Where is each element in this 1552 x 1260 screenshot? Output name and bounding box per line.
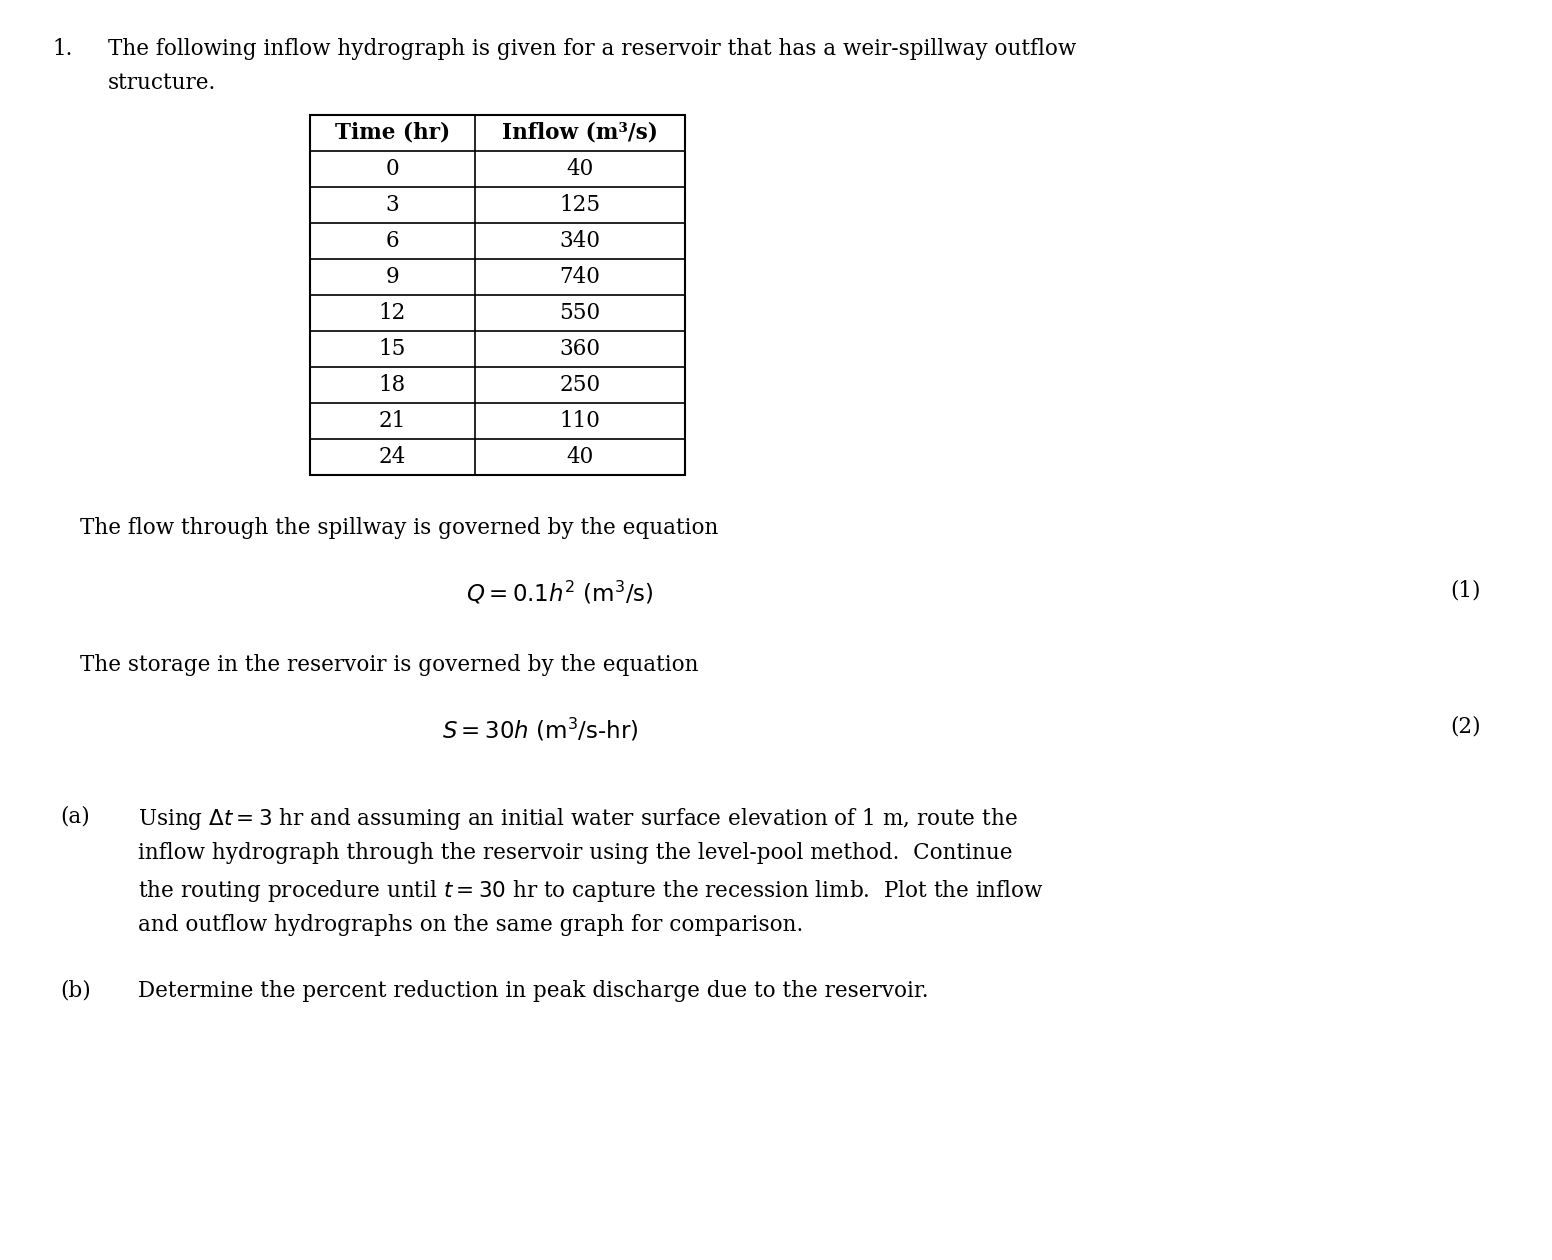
Text: 24: 24 <box>379 446 407 467</box>
Text: 21: 21 <box>379 410 407 432</box>
Text: 6: 6 <box>386 231 399 252</box>
Text: and outflow hydrographs on the same graph for comparison.: and outflow hydrographs on the same grap… <box>138 914 804 936</box>
Text: 0: 0 <box>386 158 399 180</box>
Text: $Q = 0.1h^2 \ \mathrm{(m^3/s)}$: $Q = 0.1h^2 \ \mathrm{(m^3/s)}$ <box>466 580 653 606</box>
Text: Determine the percent reduction in peak discharge due to the reservoir.: Determine the percent reduction in peak … <box>138 980 928 1002</box>
Text: 1.: 1. <box>53 38 73 60</box>
Text: The flow through the spillway is governed by the equation: The flow through the spillway is governe… <box>81 517 719 539</box>
Text: 15: 15 <box>379 338 407 360</box>
Text: $S = 30h \ \mathrm{(m^3/s\text{-}hr)}$: $S = 30h \ \mathrm{(m^3/s\text{-}hr)}$ <box>442 716 638 743</box>
Text: Using $\Delta t = 3$ hr and assuming an initial water surface elevation of 1 m, : Using $\Delta t = 3$ hr and assuming an … <box>138 806 1018 832</box>
Text: (a): (a) <box>61 806 90 828</box>
Text: 18: 18 <box>379 374 407 396</box>
Text: The storage in the reservoir is governed by the equation: The storage in the reservoir is governed… <box>81 654 698 677</box>
Text: (b): (b) <box>61 980 90 1002</box>
Text: (1): (1) <box>1450 580 1481 601</box>
Text: 125: 125 <box>559 194 601 215</box>
Bar <box>310 115 684 475</box>
Text: 550: 550 <box>559 302 601 324</box>
Text: 40: 40 <box>566 158 593 180</box>
Text: 40: 40 <box>566 446 593 467</box>
Text: 110: 110 <box>560 410 601 432</box>
Text: 3: 3 <box>385 194 399 215</box>
Text: 9: 9 <box>385 266 399 289</box>
Text: (2): (2) <box>1450 716 1481 738</box>
Text: The following inflow hydrograph is given for a reservoir that has a weir-spillwa: The following inflow hydrograph is given… <box>109 38 1076 60</box>
Text: Inflow (m³/s): Inflow (m³/s) <box>501 122 658 144</box>
Text: 360: 360 <box>560 338 601 360</box>
Text: 12: 12 <box>379 302 407 324</box>
Text: 250: 250 <box>559 374 601 396</box>
Text: 340: 340 <box>560 231 601 252</box>
Text: Time (hr): Time (hr) <box>335 122 450 144</box>
Text: the routing procedure until $t = 30$ hr to capture the recession limb.  Plot the: the routing procedure until $t = 30$ hr … <box>138 878 1044 903</box>
Text: structure.: structure. <box>109 72 216 94</box>
Text: 740: 740 <box>560 266 601 289</box>
Text: inflow hydrograph through the reservoir using the level-pool method.  Continue: inflow hydrograph through the reservoir … <box>138 842 1012 864</box>
